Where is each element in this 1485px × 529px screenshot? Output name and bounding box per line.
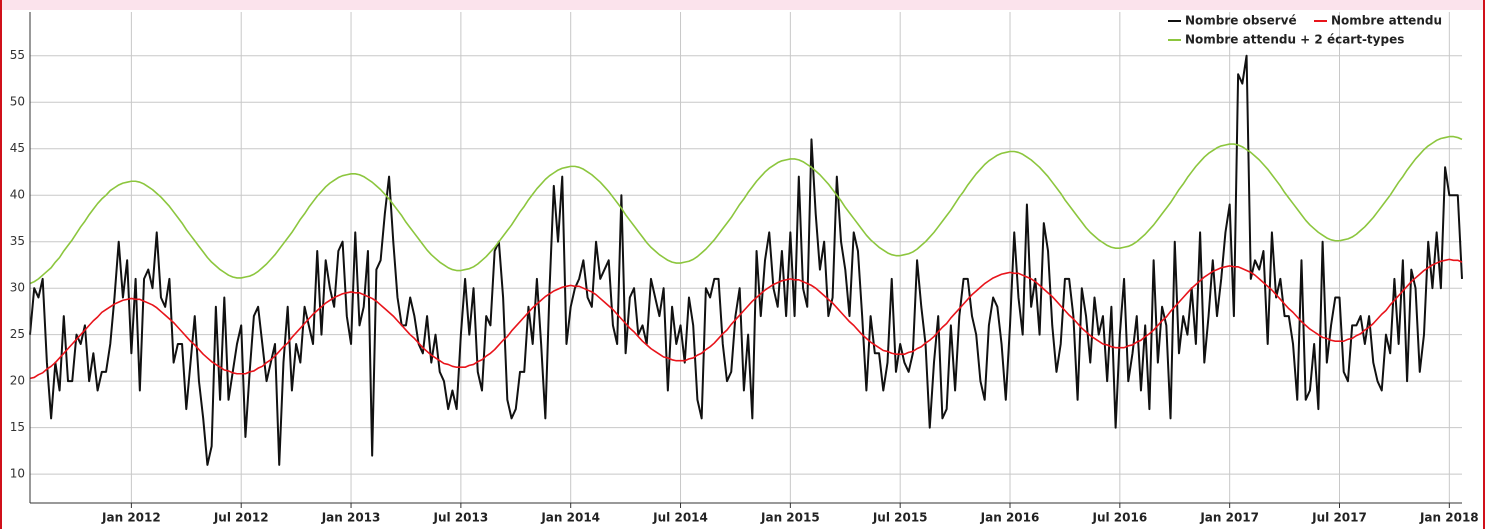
grid xyxy=(30,12,1462,503)
x-tick-label: Jan 2014 xyxy=(540,511,600,525)
left-border xyxy=(0,0,2,529)
x-tick-label: Jan 2013 xyxy=(321,511,381,525)
x-tick-label: Jan 2017 xyxy=(1199,511,1259,525)
y-tick-label: 50 xyxy=(10,95,25,109)
plot xyxy=(29,54,1463,466)
y-tick-label: 15 xyxy=(10,420,25,434)
y-tick-label: 35 xyxy=(10,234,25,248)
x-tick-label: Jul 2014 xyxy=(652,511,708,525)
x-tick-label: Jul 2016 xyxy=(1091,511,1147,525)
x-tick-label: Jan 2012 xyxy=(101,511,161,525)
right-border xyxy=(1483,0,1485,529)
y-tick-label: 25 xyxy=(10,327,25,341)
y-tick-label: 20 xyxy=(10,374,25,388)
x-tick-label: Jan 2018 xyxy=(1419,511,1479,525)
x-tick-label: Jul 2017 xyxy=(1311,511,1367,525)
y-tick-label: 30 xyxy=(10,281,25,295)
top-band xyxy=(0,0,1485,10)
x-tick-label: Jul 2012 xyxy=(213,511,269,525)
legend-label: Nombre attendu + 2 écart-types xyxy=(1185,33,1404,47)
x-tick-label: Jul 2015 xyxy=(872,511,928,525)
x-tick-label: Jul 2013 xyxy=(433,511,489,525)
y-tick-label: 45 xyxy=(10,141,25,155)
legend-label: Nombre attendu xyxy=(1331,14,1442,28)
legend: Nombre observé Nombre attendu Nombre atten… xyxy=(1168,14,1442,47)
y-tick-label: 55 xyxy=(10,48,25,62)
series-line xyxy=(29,54,1463,466)
x-tick-label: Jan 2016 xyxy=(980,511,1040,525)
y-tick-label: 10 xyxy=(10,467,25,481)
x-tick-label: Jan 2015 xyxy=(760,511,820,525)
series-line xyxy=(29,258,1463,380)
series-line xyxy=(29,135,1463,285)
y-tick-label: 40 xyxy=(10,188,25,202)
legend-label: Nombre observé xyxy=(1185,14,1297,28)
